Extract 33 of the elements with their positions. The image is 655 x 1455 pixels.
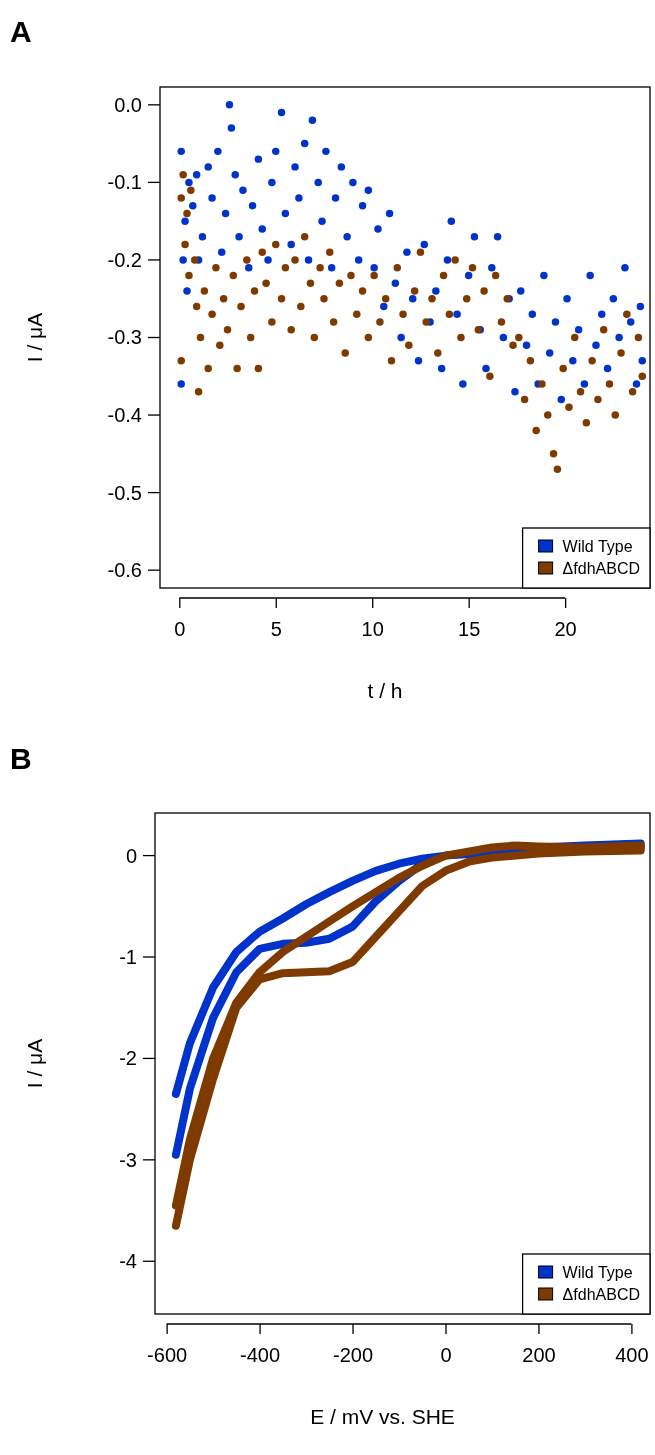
y-tick-label: -0.6 [107, 559, 142, 582]
y-tick-label: -0.1 [107, 171, 142, 194]
x-tick-label: 0 [440, 1344, 452, 1367]
y-tick-label: 0.0 [114, 93, 142, 116]
x-tick-label: -600 [147, 1344, 188, 1367]
chart-title: B [10, 742, 32, 775]
x-axis-title: E / mV vs. SHE [310, 1405, 455, 1428]
y-tick-label: 0 [125, 844, 137, 867]
x-axis-title: t / h [367, 679, 403, 702]
y-tick-label: -3 [119, 1148, 137, 1171]
y-axis-title: I / μA [23, 312, 46, 363]
y-tick-label: -0.2 [107, 248, 142, 271]
legend-label: ΔfdhABCD [562, 560, 640, 577]
y-tick-label: -0.5 [107, 481, 142, 504]
x-tick-label: -400 [240, 1344, 281, 1367]
chart-title: A [10, 15, 32, 48]
legend-label: Wild Type [562, 538, 633, 555]
y-tick-label: -0.4 [107, 403, 142, 426]
y-tick-label: -4 [119, 1250, 137, 1273]
x-tick-label: 0 [174, 618, 186, 641]
y-tick-label: -1 [119, 945, 137, 968]
x-tick-label: 20 [554, 618, 577, 641]
x-tick-label: 5 [270, 618, 282, 641]
legend-label: Wild Type [562, 1264, 633, 1281]
legend-label: ΔfdhABCD [562, 1286, 640, 1303]
x-tick-label: 10 [361, 618, 384, 641]
y-tick-label: -2 [119, 1047, 137, 1070]
y-tick-label: -0.3 [107, 326, 142, 349]
x-tick-label: 400 [615, 1344, 649, 1367]
x-tick-label: 15 [458, 618, 481, 641]
x-tick-label: -200 [333, 1344, 374, 1367]
x-tick-label: 200 [522, 1344, 556, 1367]
y-axis-title: I / μA [23, 1038, 46, 1089]
